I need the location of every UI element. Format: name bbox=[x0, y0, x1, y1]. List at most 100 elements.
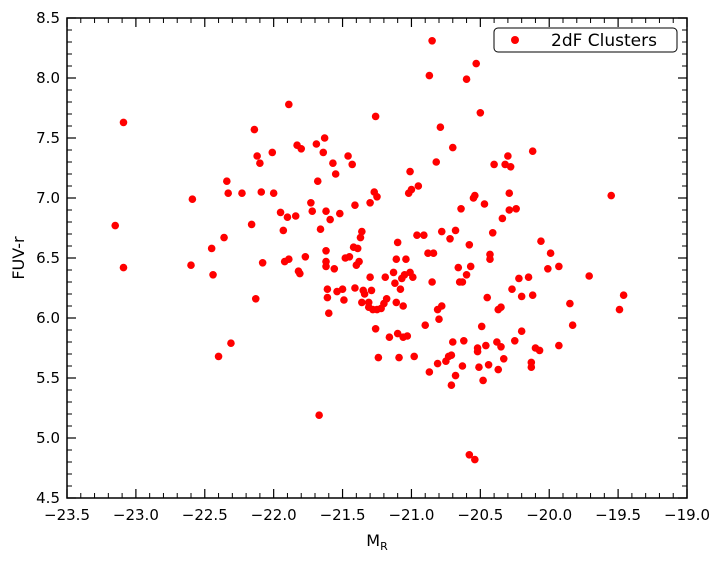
data-point bbox=[432, 158, 441, 166]
data-point bbox=[448, 338, 457, 346]
y-tick-label: 7.5 bbox=[36, 129, 60, 147]
data-point bbox=[494, 365, 503, 374]
data-point bbox=[585, 272, 593, 280]
data-point bbox=[437, 227, 446, 236]
data-point bbox=[475, 363, 483, 372]
data-point bbox=[250, 125, 259, 134]
legend: 2dF Clusters bbox=[493, 27, 678, 53]
data-point bbox=[490, 160, 498, 169]
data-point bbox=[504, 152, 512, 160]
data-point bbox=[528, 291, 537, 300]
data-point bbox=[505, 206, 514, 214]
data-point bbox=[466, 262, 475, 271]
data-point bbox=[477, 322, 486, 331]
data-point bbox=[482, 341, 490, 350]
data-point bbox=[385, 333, 394, 342]
data-point bbox=[420, 231, 428, 239]
data-point bbox=[546, 249, 555, 257]
data-point bbox=[322, 262, 330, 271]
data-point bbox=[323, 293, 332, 302]
data-point bbox=[517, 327, 526, 336]
data-point bbox=[471, 455, 479, 464]
data-point bbox=[395, 353, 403, 362]
data-point bbox=[460, 337, 468, 345]
data-point bbox=[476, 109, 485, 117]
data-point bbox=[544, 265, 552, 273]
x-axis-label: MR bbox=[366, 531, 388, 553]
data-point bbox=[330, 265, 339, 273]
x-axis-label-main: M bbox=[366, 531, 380, 550]
data-point bbox=[358, 227, 366, 236]
data-point bbox=[316, 225, 325, 233]
y-axis-label: FUV-r bbox=[9, 236, 28, 280]
x-tick-label: −22.0 bbox=[251, 506, 297, 524]
data-point bbox=[214, 352, 223, 361]
data-point bbox=[409, 273, 417, 282]
x-tick-label: −19.5 bbox=[595, 506, 641, 524]
data-point bbox=[223, 177, 231, 185]
legend-box bbox=[493, 27, 678, 53]
data-point bbox=[247, 220, 256, 229]
data-point bbox=[187, 261, 195, 270]
x-tick-label: −21.5 bbox=[320, 506, 366, 524]
data-point bbox=[285, 255, 293, 263]
data-point bbox=[323, 285, 332, 294]
x-tick-label: −20.5 bbox=[457, 506, 503, 524]
data-point bbox=[119, 118, 128, 127]
x-tick-label: −23.0 bbox=[113, 506, 159, 524]
x-tick-labels: −23.5 −23.0 −22.5 −22.0 −21.5 −21.0 −20.5 −20.0… bbox=[44, 506, 710, 524]
data-point bbox=[351, 201, 359, 209]
x-tick-label: −19.0 bbox=[664, 506, 710, 524]
data-point bbox=[435, 315, 443, 324]
data-point bbox=[451, 371, 460, 380]
data-point bbox=[308, 207, 317, 215]
x-tick-label: −21.0 bbox=[388, 506, 434, 524]
data-point bbox=[447, 351, 456, 360]
data-point bbox=[568, 321, 577, 330]
legend-label: 2dF Clusters bbox=[551, 31, 657, 51]
data-points bbox=[111, 37, 628, 464]
data-point bbox=[258, 259, 267, 267]
data-point bbox=[421, 321, 430, 330]
data-point bbox=[336, 209, 344, 218]
data-point bbox=[207, 244, 216, 253]
data-point bbox=[392, 298, 401, 307]
data-point bbox=[465, 451, 474, 459]
data-point bbox=[348, 160, 357, 169]
data-point bbox=[268, 148, 277, 157]
data-point bbox=[358, 298, 366, 307]
data-point bbox=[355, 257, 363, 266]
data-point bbox=[488, 229, 497, 237]
data-point bbox=[479, 376, 487, 385]
data-point bbox=[555, 262, 563, 271]
data-point bbox=[251, 295, 260, 303]
data-point bbox=[497, 343, 505, 351]
data-point bbox=[537, 237, 545, 245]
data-point bbox=[366, 199, 374, 207]
data-point bbox=[276, 208, 285, 217]
data-point bbox=[462, 75, 471, 83]
data-point bbox=[393, 329, 402, 338]
y-tick-label: 8.0 bbox=[36, 69, 60, 87]
data-point bbox=[285, 100, 293, 109]
data-point bbox=[462, 271, 471, 279]
plot-frame bbox=[66, 17, 688, 499]
data-point bbox=[396, 285, 405, 294]
data-point bbox=[555, 341, 563, 350]
data-point bbox=[447, 381, 456, 390]
data-point bbox=[425, 71, 434, 80]
data-point bbox=[269, 189, 278, 197]
data-point bbox=[428, 278, 436, 286]
x-tick-label: −23.5 bbox=[44, 506, 90, 524]
data-point bbox=[528, 147, 537, 155]
data-point bbox=[351, 284, 359, 292]
y-tick-label: 4.5 bbox=[36, 489, 60, 507]
data-point bbox=[360, 290, 369, 298]
data-point bbox=[322, 247, 330, 255]
data-point bbox=[371, 112, 380, 121]
data-point bbox=[291, 212, 300, 220]
y-tick-label: 6.5 bbox=[36, 249, 60, 267]
data-point bbox=[366, 273, 374, 282]
data-point bbox=[510, 337, 519, 345]
